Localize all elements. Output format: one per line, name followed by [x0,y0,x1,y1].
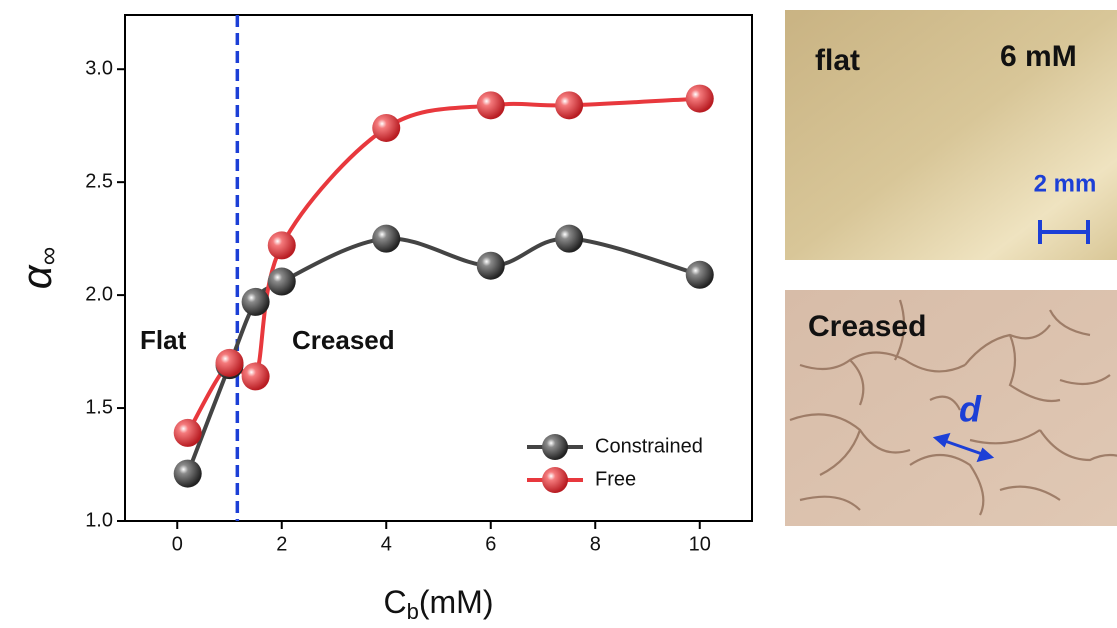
data-point [215,348,244,377]
legend-marker [542,467,568,493]
y-tick-label: 3.0 [85,57,113,79]
x-tick-label: 6 [485,533,496,555]
x-axis-label-part: b [407,599,419,624]
y-tick-label: 1.0 [85,509,113,531]
data-point [173,418,202,447]
data-point [267,267,296,296]
x-tick-label: 4 [381,533,392,555]
y-axis-label-part: ∞ [33,247,63,266]
x-tick-label: 10 [689,533,711,555]
x-axis-label-part: (mM) [419,584,494,620]
flat-photo [785,10,1117,260]
data-point [685,260,714,289]
data-point [173,459,202,488]
length-arrow [932,432,995,463]
panel-label: flat [815,44,860,77]
data-point [372,113,401,142]
legend-label: Constrained [595,435,703,457]
creased-photo [785,290,1117,526]
data-point [241,362,270,391]
annotation: Creased [292,325,395,355]
scale-bar [1038,220,1090,244]
length-marker: d [959,389,982,430]
x-axis-label-part: C [384,584,407,620]
data-point [241,287,270,316]
scale-bar-label: 2 mm [1034,170,1097,197]
data-point [685,84,714,113]
annotation: Flat [140,325,187,355]
x-tick-label: 0 [172,533,183,555]
panel-label: Creased [808,310,926,343]
y-axis-label-part: α [13,264,60,289]
y-tick-label: 1.5 [85,396,113,418]
legend-marker [542,434,568,460]
creases [789,299,1117,516]
y-tick-label: 2.5 [85,170,113,192]
y-tick-label: 2.0 [85,283,113,305]
x-axis-label: Cb(mM) [384,584,494,623]
panel-concentration: 6 mM [1000,40,1077,73]
legend-label: Free [595,468,636,490]
x-tick-label: 2 [276,533,287,555]
data-point [476,91,505,120]
data-point [372,224,401,253]
plot-frame [124,14,753,522]
data-point [267,231,296,260]
data-point [476,251,505,280]
data-point [555,224,584,253]
data-point [555,91,584,120]
x-tick-label: 8 [590,533,601,555]
y-axis-label: α∞ [13,247,63,290]
